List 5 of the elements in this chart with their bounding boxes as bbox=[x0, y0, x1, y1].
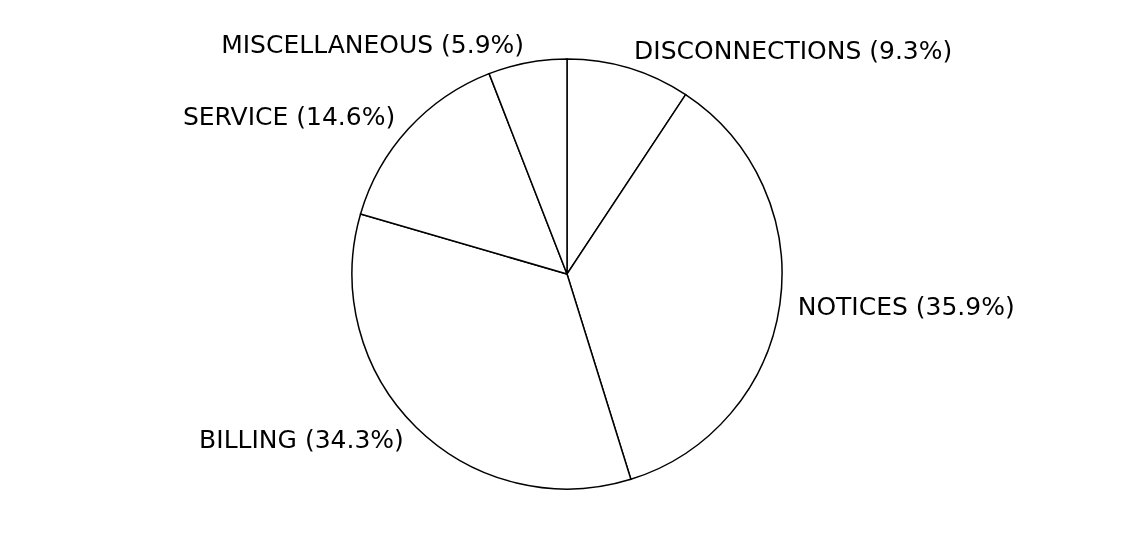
slice-label: BILLING (34.3%) bbox=[199, 425, 404, 455]
slice-label: SERVICE (14.6%) bbox=[182, 101, 396, 131]
slice-label: NOTICES (35.9%) bbox=[797, 291, 1015, 321]
slice-label: DISCONNECTIONS (9.3%) bbox=[634, 35, 953, 65]
slice-label: MISCELLANEOUS (5.9%) bbox=[221, 29, 525, 59]
